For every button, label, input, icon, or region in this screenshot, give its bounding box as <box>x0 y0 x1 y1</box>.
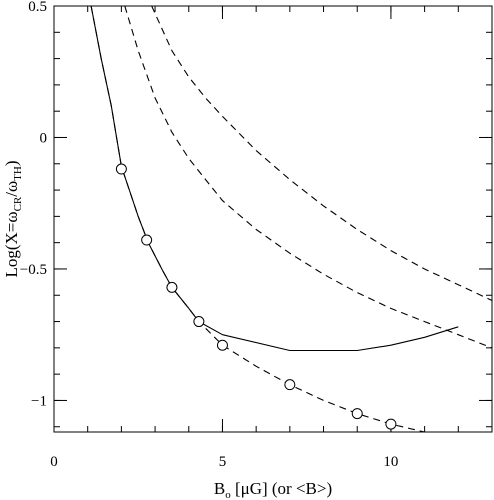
x-axis-label-sub: o <box>225 489 231 500</box>
y-axis-label-sub2: TH <box>12 166 24 181</box>
data-point-marker <box>115 163 127 175</box>
x-tick-label: 5 <box>219 454 227 470</box>
x-axis-label-main: B <box>214 479 225 498</box>
data-point-marker <box>216 339 228 351</box>
y-tick-labels: 0.5 0 −0.5 −1 <box>20 0 47 409</box>
y-tick-label: 0 <box>40 130 48 146</box>
x-tick-label: 10 <box>383 454 398 470</box>
y-axis-label-pre: Log(X=ω <box>2 211 21 277</box>
data-point-marker <box>141 234 153 246</box>
data-point-marker <box>193 316 205 328</box>
x-axis-label: Bo [μG] (or <B>) <box>214 479 332 500</box>
series-line-3-dashed <box>124 6 492 349</box>
y-tick-label: 0.5 <box>28 0 47 15</box>
data-point-marker <box>351 408 363 420</box>
data-point-marker <box>166 281 178 293</box>
series-line-4-dashed <box>151 6 492 301</box>
series-layer <box>90 6 492 432</box>
y-tick-label: −1 <box>31 393 47 409</box>
series-line-1-solid <box>90 6 459 352</box>
x-axis-label-rest: [μG] (or <B>) <box>231 479 332 498</box>
data-point-marker <box>284 379 296 391</box>
y-tick-label: −0.5 <box>20 262 47 278</box>
marker-layer <box>115 163 397 430</box>
y-axis-label: Log(X=ωCR/ωTH) <box>2 160 24 277</box>
major-ticks <box>53 5 492 432</box>
x-tick-label: 0 <box>50 454 58 470</box>
plot-frame <box>53 5 493 433</box>
y-axis-label-sub1: CR <box>12 196 24 211</box>
y-axis-label-post: ) <box>2 160 21 166</box>
minor-ticks <box>53 5 493 432</box>
x-tick-labels: 0 5 10 <box>50 454 398 470</box>
data-point-marker <box>385 418 397 430</box>
series-line-2-dashed <box>90 6 425 432</box>
y-axis-label-mid: /ω <box>2 181 21 197</box>
